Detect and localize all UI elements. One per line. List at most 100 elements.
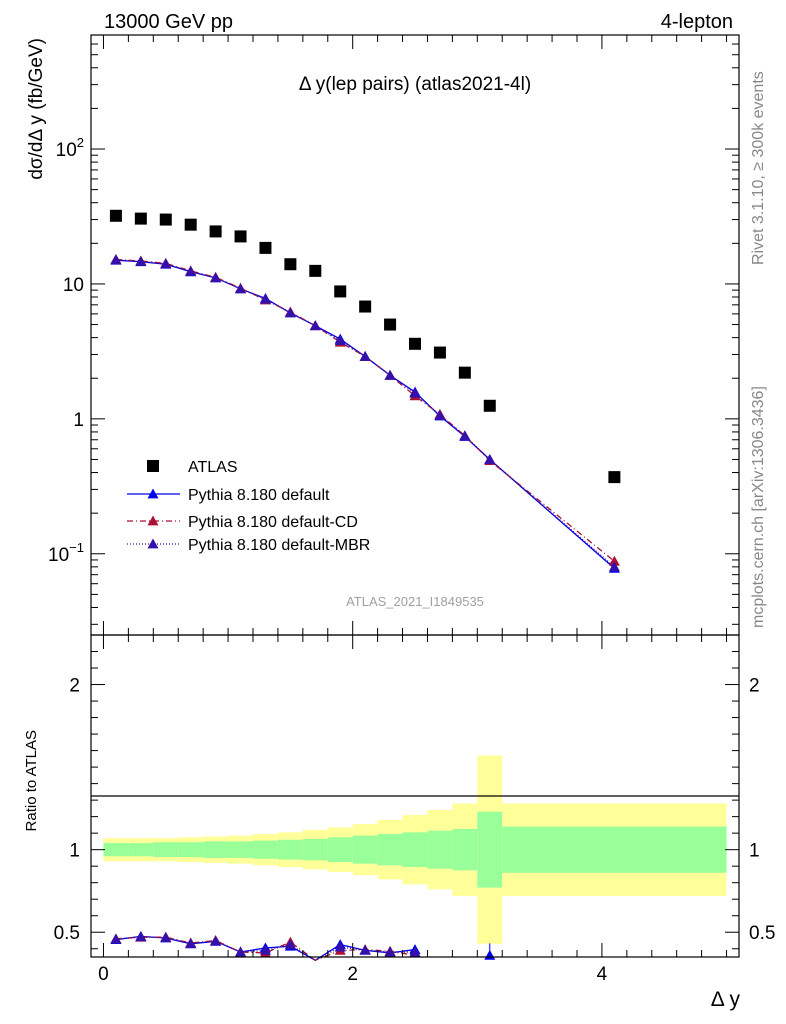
series-point-dotted [409, 387, 421, 398]
inner-band-bin [153, 842, 179, 858]
inner-band-bin [178, 842, 204, 858]
inner-band-bin [427, 830, 453, 869]
inner-band-bin [402, 832, 428, 868]
ratio-y-tick-label-left: 0.5 [54, 923, 80, 944]
ratio-point-dotted [135, 931, 147, 942]
y-tick-label: 10 [63, 275, 84, 296]
main-y-axis-label: dσ/dΔ y (fb/GeV) [26, 38, 47, 180]
atlas-data-point [458, 366, 471, 379]
ratio-point-dotted [110, 933, 122, 944]
series-point-dotted [459, 430, 471, 441]
inner-band-bin [253, 840, 278, 859]
series-point-dotted [160, 258, 172, 269]
series-point-dotted [110, 254, 122, 265]
inner-band-bin [103, 843, 129, 857]
inner-band-bin [477, 811, 503, 888]
ratio-uncertainty-bands [103, 755, 727, 944]
y-tick-label: 102 [56, 135, 84, 161]
legend-label: Pythia 8.180 default [188, 487, 330, 504]
atlas-data-point [284, 258, 297, 271]
header-right: 4-lepton [661, 11, 733, 33]
ratio-point-dotted [284, 939, 296, 950]
ratio-point-dotted [409, 946, 421, 957]
legend: ATLAS Pythia 8.180 default Pythia 8.180 de… [127, 459, 370, 554]
y-tick-label: 1 [73, 410, 84, 431]
inner-band-bin [128, 843, 154, 857]
inner-band-bin [228, 841, 253, 858]
atlas-data-point [209, 225, 222, 238]
ratio-y-tick-label-left: 2 [69, 676, 80, 697]
x-tick-label: 4 [597, 964, 608, 985]
series-point-dotted [334, 335, 346, 346]
series-point-dotted [259, 293, 271, 304]
series-point-dashdot [608, 555, 620, 566]
ratio-point-isolated [484, 949, 496, 960]
legend-label: ATLAS [188, 459, 238, 476]
y-tick-label: 10−1 [48, 540, 84, 566]
series-point-dotted [185, 265, 197, 276]
ratio-y-tick-label-right: 2 [749, 676, 760, 697]
inner-band-bin [352, 835, 378, 864]
series-point-dotted [608, 561, 620, 572]
atlas-data-point [234, 230, 247, 243]
main-title: Δ y(lep pairs) (atlas2021-4l) [299, 74, 531, 95]
main-panel: 102 10 1 10−1 Δ y(lep pairs) (atlas2021-4l)… [26, 34, 740, 636]
inner-band-bin [327, 837, 353, 863]
ratio-point-dotted [359, 944, 371, 955]
series-point-dotted [135, 255, 147, 266]
ratio-panel: 0.5 0.5 1 1 2 2 0 2 4 Ratio to ATLAS Δ y [23, 634, 775, 1011]
atlas-data-point [309, 264, 322, 277]
ratio-y-tick-label-left: 1 [69, 841, 80, 862]
series-point-dotted [309, 320, 321, 331]
legend-label: Pythia 8.180 default-MBR [188, 537, 370, 554]
inner-band-bin [377, 833, 403, 866]
inner-band-bin [277, 839, 303, 860]
header-left: 13000 GeV pp [104, 11, 233, 33]
atlas-data-point [608, 471, 621, 484]
ratio-point-dotted [210, 935, 222, 946]
series-point-dotted [384, 369, 396, 380]
legend-marker-atlas [147, 460, 159, 472]
ratio-point-dotted [334, 941, 346, 952]
atlas-data-point [483, 399, 496, 412]
x-axis-label: Δ y [711, 988, 741, 1011]
legend-marker [147, 538, 159, 549]
main-axis-ticks: 102 10 1 10−1 [48, 34, 739, 635]
ratio-point-dotted [235, 946, 247, 957]
x-tick-label: 0 [98, 964, 109, 985]
legend-label: Pythia 8.180 default-CD [188, 514, 358, 531]
ratio-point-dotted [185, 937, 197, 948]
legend-marker [147, 488, 159, 499]
inner-band-bin [203, 841, 229, 858]
inner-band-bin [452, 829, 478, 871]
legend-marker [147, 515, 159, 526]
atlas-data-point [259, 241, 272, 254]
atlas-data-point [334, 285, 347, 298]
atlas-data-point [359, 300, 372, 313]
series-point-dotted [484, 453, 496, 464]
series-point-dotted [434, 409, 446, 420]
rivet-version-text: Rivet 3.1.10, ≥ 300k events [750, 71, 767, 265]
series-point-dotted [284, 307, 296, 318]
analysis-watermark: ATLAS_2021_I1849535 [346, 594, 484, 609]
mcplots-credit-text: mcplots.cern.ch [arXiv:1306.3436] [750, 386, 767, 628]
inner-band-bin [502, 826, 727, 873]
main-marks [109, 209, 621, 573]
inner-band-bin [302, 838, 328, 861]
atlas-data-point [384, 318, 397, 331]
atlas-data-point [409, 337, 421, 350]
series-point-dotted [235, 283, 247, 294]
ratio-point-dotted [259, 944, 271, 955]
atlas-data-point [433, 346, 446, 359]
ratio-axis-ticks: 0.5 0.5 1 1 2 2 0 2 4 [54, 635, 775, 985]
atlas-data-point [134, 212, 147, 225]
series-point-dotted [359, 350, 371, 361]
series-point-dotted [210, 272, 222, 283]
ratio-y-tick-label-right: 1 [749, 841, 760, 862]
ratio-frame [90, 634, 740, 958]
atlas-data-point [159, 213, 172, 226]
atlas-data-point [184, 218, 197, 231]
x-tick-label: 2 [347, 964, 358, 985]
ratio-y-axis-label: Ratio to ATLAS [23, 730, 40, 831]
